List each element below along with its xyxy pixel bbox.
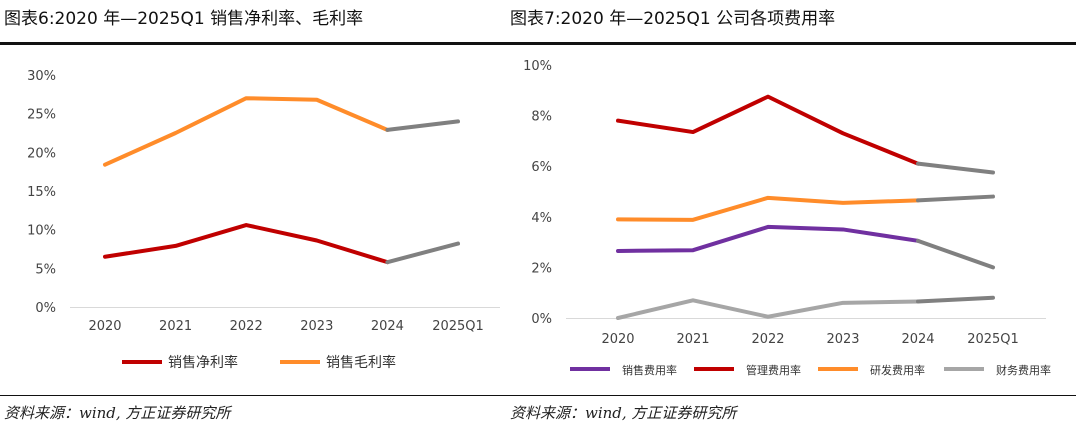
series-line: [616, 195, 920, 222]
x-tick-label: 2023: [300, 319, 333, 334]
x-tick-label: 2025Q1: [432, 319, 484, 334]
series-line: [616, 298, 920, 320]
legend-label: 销售净利率: [168, 354, 238, 371]
x-tick-label: 2024: [371, 319, 404, 334]
series-line-latest: [916, 194, 995, 203]
x-tick-label: 2021: [159, 319, 192, 334]
legend-label: 研发费用率: [870, 363, 925, 377]
y-tick-label: 8%: [531, 110, 552, 125]
y-tick-label: 20%: [27, 146, 56, 161]
y-tick-label: 30%: [27, 69, 56, 84]
title-rule: [0, 42, 530, 45]
chart-panel-left: 图表6:2020 年—2025Q1 销售净利率、毛利率 0% 5% 10% 15% 20…: [0, 9, 530, 422]
series-line: [103, 223, 390, 265]
y-tick-label: 25%: [27, 108, 56, 123]
series-line: [103, 96, 390, 167]
x-tick-label: 2022: [751, 332, 784, 347]
source-rule: [506, 395, 1076, 396]
chart-title: 图表6:2020 年—2025Q1 销售净利率、毛利率: [4, 9, 364, 29]
chart-panel-right: 图表7:2020 年—2025Q1 公司各项费用率 0% 2% 4% 6% 8% 10% 2…: [506, 0, 1080, 434]
series-line-latest: [385, 119, 460, 132]
y-tick-label: 0%: [35, 301, 56, 316]
legend-label: 销售费用率: [622, 363, 677, 377]
y-tick-label: 15%: [27, 185, 56, 200]
source-note: 资料来源：wind, 方正证券研究所: [4, 404, 231, 422]
chart-title: 图表7:2020 年—2025Q1 公司各项费用率: [510, 9, 836, 29]
y-tick-label: 5%: [35, 262, 56, 277]
x-tick-label: 2025Q1: [967, 332, 1019, 347]
series-line-latest: [916, 161, 995, 175]
series-line: [616, 94, 920, 166]
x-tick-label: 2022: [230, 319, 263, 334]
chart-left-svg: 0% 5% 10% 15% 20% 25% 30% 2020 2021 2022 2023 2024 2…: [27, 69, 500, 371]
y-tick-label: 6%: [531, 160, 552, 175]
legend-label: 销售毛利率: [326, 354, 396, 371]
source-rule: [0, 395, 530, 396]
x-tick-label: 2024: [901, 332, 934, 347]
y-tick-label: 0%: [531, 312, 552, 327]
y-tick-label: 4%: [531, 211, 552, 226]
y-tick-label: 10%: [27, 224, 56, 239]
x-tick-label: 2020: [601, 332, 634, 347]
legend-label: 财务费用率: [996, 363, 1051, 377]
y-tick-label: 10%: [523, 59, 552, 74]
series-line-latest: [916, 238, 995, 270]
x-tick-label: 2020: [88, 319, 121, 334]
series-line-latest: [916, 295, 995, 304]
legend-label: 管理费用率: [746, 363, 801, 377]
source-note: 资料来源：wind, 方正证券研究所: [510, 404, 737, 422]
series-line-latest: [385, 241, 460, 265]
series-line: [616, 224, 920, 253]
title-rule: [506, 42, 1076, 45]
y-tick-label: 2%: [531, 261, 552, 276]
chart-right-svg: 0% 2% 4% 6% 8% 10% 2020 2021 2022 2023 2024 2025Q1 销…: [523, 59, 1051, 377]
x-tick-label: 2021: [676, 332, 709, 347]
x-tick-label: 2023: [826, 332, 859, 347]
